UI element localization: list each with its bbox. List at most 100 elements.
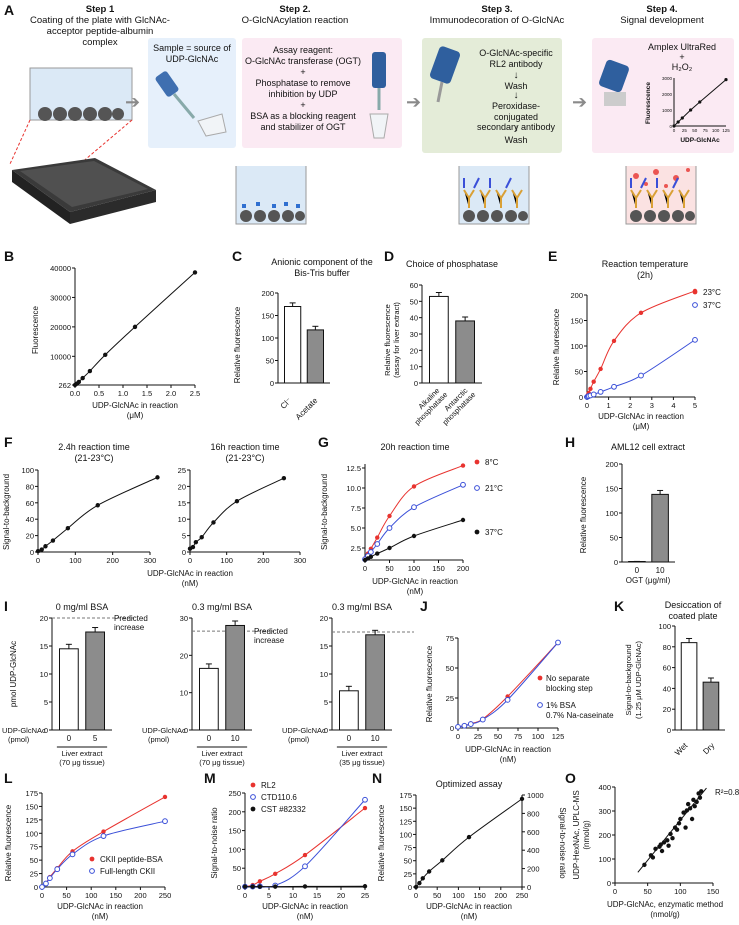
e-series-1-point-5 — [597, 389, 604, 395]
c-ytick-label-0: 0 — [270, 379, 274, 388]
chart-j: 0 25 50 75 0 25 50 75 100 125 No separateblocking … — [425, 634, 614, 764]
j-series-1-point-3 — [479, 716, 486, 723]
j-ytick-label-2: 50 — [446, 664, 454, 673]
step4-sub: Signal development — [620, 15, 704, 26]
b-ylabel: Fluorescence — [31, 305, 40, 354]
o-point-16 — [681, 810, 686, 815]
n-xtick-label-5: 250 — [516, 891, 529, 900]
mini-xtick-3: 75 — [703, 128, 709, 133]
signal-box: Amplex UltraRed + H₂O₂ 3000 2000 1000 0 0 25 5… — [592, 38, 734, 153]
n-y2tick-label-3: 600 — [527, 828, 540, 837]
mini-ytick-1: 2000 — [662, 92, 673, 97]
b-xtick-label-0: 0.0 — [70, 389, 80, 398]
k-ylabel-1: Signal-to-background — [624, 644, 633, 715]
i1-row1b: (pmol) — [8, 735, 30, 744]
m-xtick-label-4: 20 — [337, 891, 345, 900]
g-legend-marker-0 — [474, 459, 480, 465]
f2-series-line — [189, 477, 285, 550]
l-ytick-label-3: 75 — [30, 843, 38, 852]
k-cat-0: Wet — [673, 741, 690, 758]
l-ylabel: Relative fluorescence — [4, 804, 13, 881]
e-ylabel: Relative fluorescence — [552, 308, 561, 385]
i3-row2b: (35 μg tissue) — [339, 758, 385, 767]
h-ytick-label-2: 100 — [605, 509, 618, 518]
l-series-0-point-6 — [162, 794, 168, 800]
mini-point-3 — [689, 108, 693, 112]
o-ytick-label-1: 100 — [598, 855, 611, 864]
l-xlabel: UDP-GlcNAc in reaction — [57, 902, 143, 911]
e-series-1-point-6 — [611, 383, 617, 390]
mini-ytick-0: 3000 — [662, 76, 673, 81]
f2-ytick-label-3: 15 — [178, 499, 186, 508]
g-series-0-point-6 — [460, 463, 466, 468]
arrow-icon-1: ➔ — [125, 92, 141, 112]
g-xtick-label-0: 0 — [363, 564, 367, 573]
panel-label-m: M — [204, 770, 216, 786]
e-xtick-label-5: 5 — [693, 401, 697, 410]
j-xtick-label-1: 25 — [474, 732, 482, 741]
immuno-step-b: Wash — [504, 81, 528, 91]
e-xtick-label-4: 4 — [671, 401, 675, 410]
o-point-11 — [670, 836, 675, 841]
g-series-0-point-5 — [411, 484, 417, 489]
chart-l: 0 25 50 75 100 125 150 175 0 50 100 150 200 250 CKII p… — [4, 789, 171, 921]
c-title-1: Anionic component of the — [271, 257, 373, 267]
k-ytick-label-1: 20 — [663, 705, 671, 714]
n-series-point-1 — [417, 880, 422, 886]
panel-label-o: O — [565, 770, 576, 786]
n-xtick-label-0: 0 — [414, 891, 418, 900]
i2-row1a: UDP-GlcNAc — [142, 726, 186, 735]
immuno-step-d: Wash — [504, 135, 528, 145]
n-series-point-6 — [519, 796, 525, 802]
l-series-1-point-6 — [162, 818, 168, 825]
i1-ytick-label-0: 0 — [44, 726, 48, 735]
m-legend-1: CTD110.6 — [261, 793, 297, 802]
mini-xtick-2: 50 — [692, 128, 698, 133]
m-xtick-label-1: 5 — [267, 891, 271, 900]
g-ytick-label-2: 7.5 — [351, 504, 361, 513]
panel-label-i: I — [4, 598, 8, 614]
l-series-0-point-5 — [101, 829, 106, 834]
o-point-3 — [653, 846, 658, 852]
panel-label-h: H — [565, 434, 576, 450]
f1-series-point-2 — [43, 544, 48, 549]
j-xtick-label-5: 125 — [552, 732, 565, 741]
c-ytick-label-2: 100 — [261, 334, 274, 343]
g-series-1-point-4 — [386, 525, 393, 531]
l-ytick-label-5: 125 — [25, 816, 38, 825]
e-legend-marker-1 — [692, 302, 698, 308]
f1-series-point-0 — [35, 548, 41, 554]
f2-title-2: (21-23°C) — [225, 453, 264, 463]
k-cat-1: Dry — [701, 741, 716, 756]
i2-row2a: Liver extract — [202, 749, 244, 758]
g-legend-2: 37°C — [485, 528, 503, 537]
k-ytick-label-5: 100 — [658, 622, 671, 631]
o-point-23 — [692, 804, 697, 809]
m-series-1-point-5 — [362, 796, 368, 803]
i1-ylabel: pmol UDP-GlcNAc — [9, 641, 18, 707]
m-xtick-label-0: 0 — [243, 891, 247, 900]
m-xtick-label-2: 10 — [289, 891, 297, 900]
reagent-line-4: BSA as a blocking reagent and stabilizer… — [250, 111, 356, 132]
j-xtick-label-3: 75 — [514, 732, 522, 741]
d-ytick-label-4: 40 — [410, 314, 418, 323]
mini-ylabel: Fluorescence — [645, 82, 652, 124]
n-ytick-label-1: 25 — [404, 870, 412, 879]
j-legend-marker-1 — [537, 702, 543, 708]
e-xlabel-unit: (μM) — [633, 422, 650, 431]
pipette-icon-step4 — [599, 59, 629, 106]
j-ytick-label-0: 0 — [450, 724, 454, 733]
i1-ytick-label-2: 10 — [40, 670, 48, 679]
sample-text: Sample = source of UDP-GlcNAc — [153, 43, 231, 64]
o-point-17 — [683, 825, 688, 830]
o-point-7 — [661, 840, 667, 845]
c-bar-1 — [306, 329, 324, 384]
o-ytick-label-0: 0 — [607, 879, 611, 888]
mini-calibration-chart: 3000 2000 1000 00 25 50 75 100 125 Fluorescence UD… — [645, 76, 730, 144]
j-xlabel-unit: (nM) — [500, 755, 517, 764]
pipette-icon — [155, 71, 227, 137]
b-series-point-6 — [132, 324, 138, 330]
b-ytick-label-2: 20000 — [50, 323, 71, 332]
well-step4 — [625, 166, 697, 225]
